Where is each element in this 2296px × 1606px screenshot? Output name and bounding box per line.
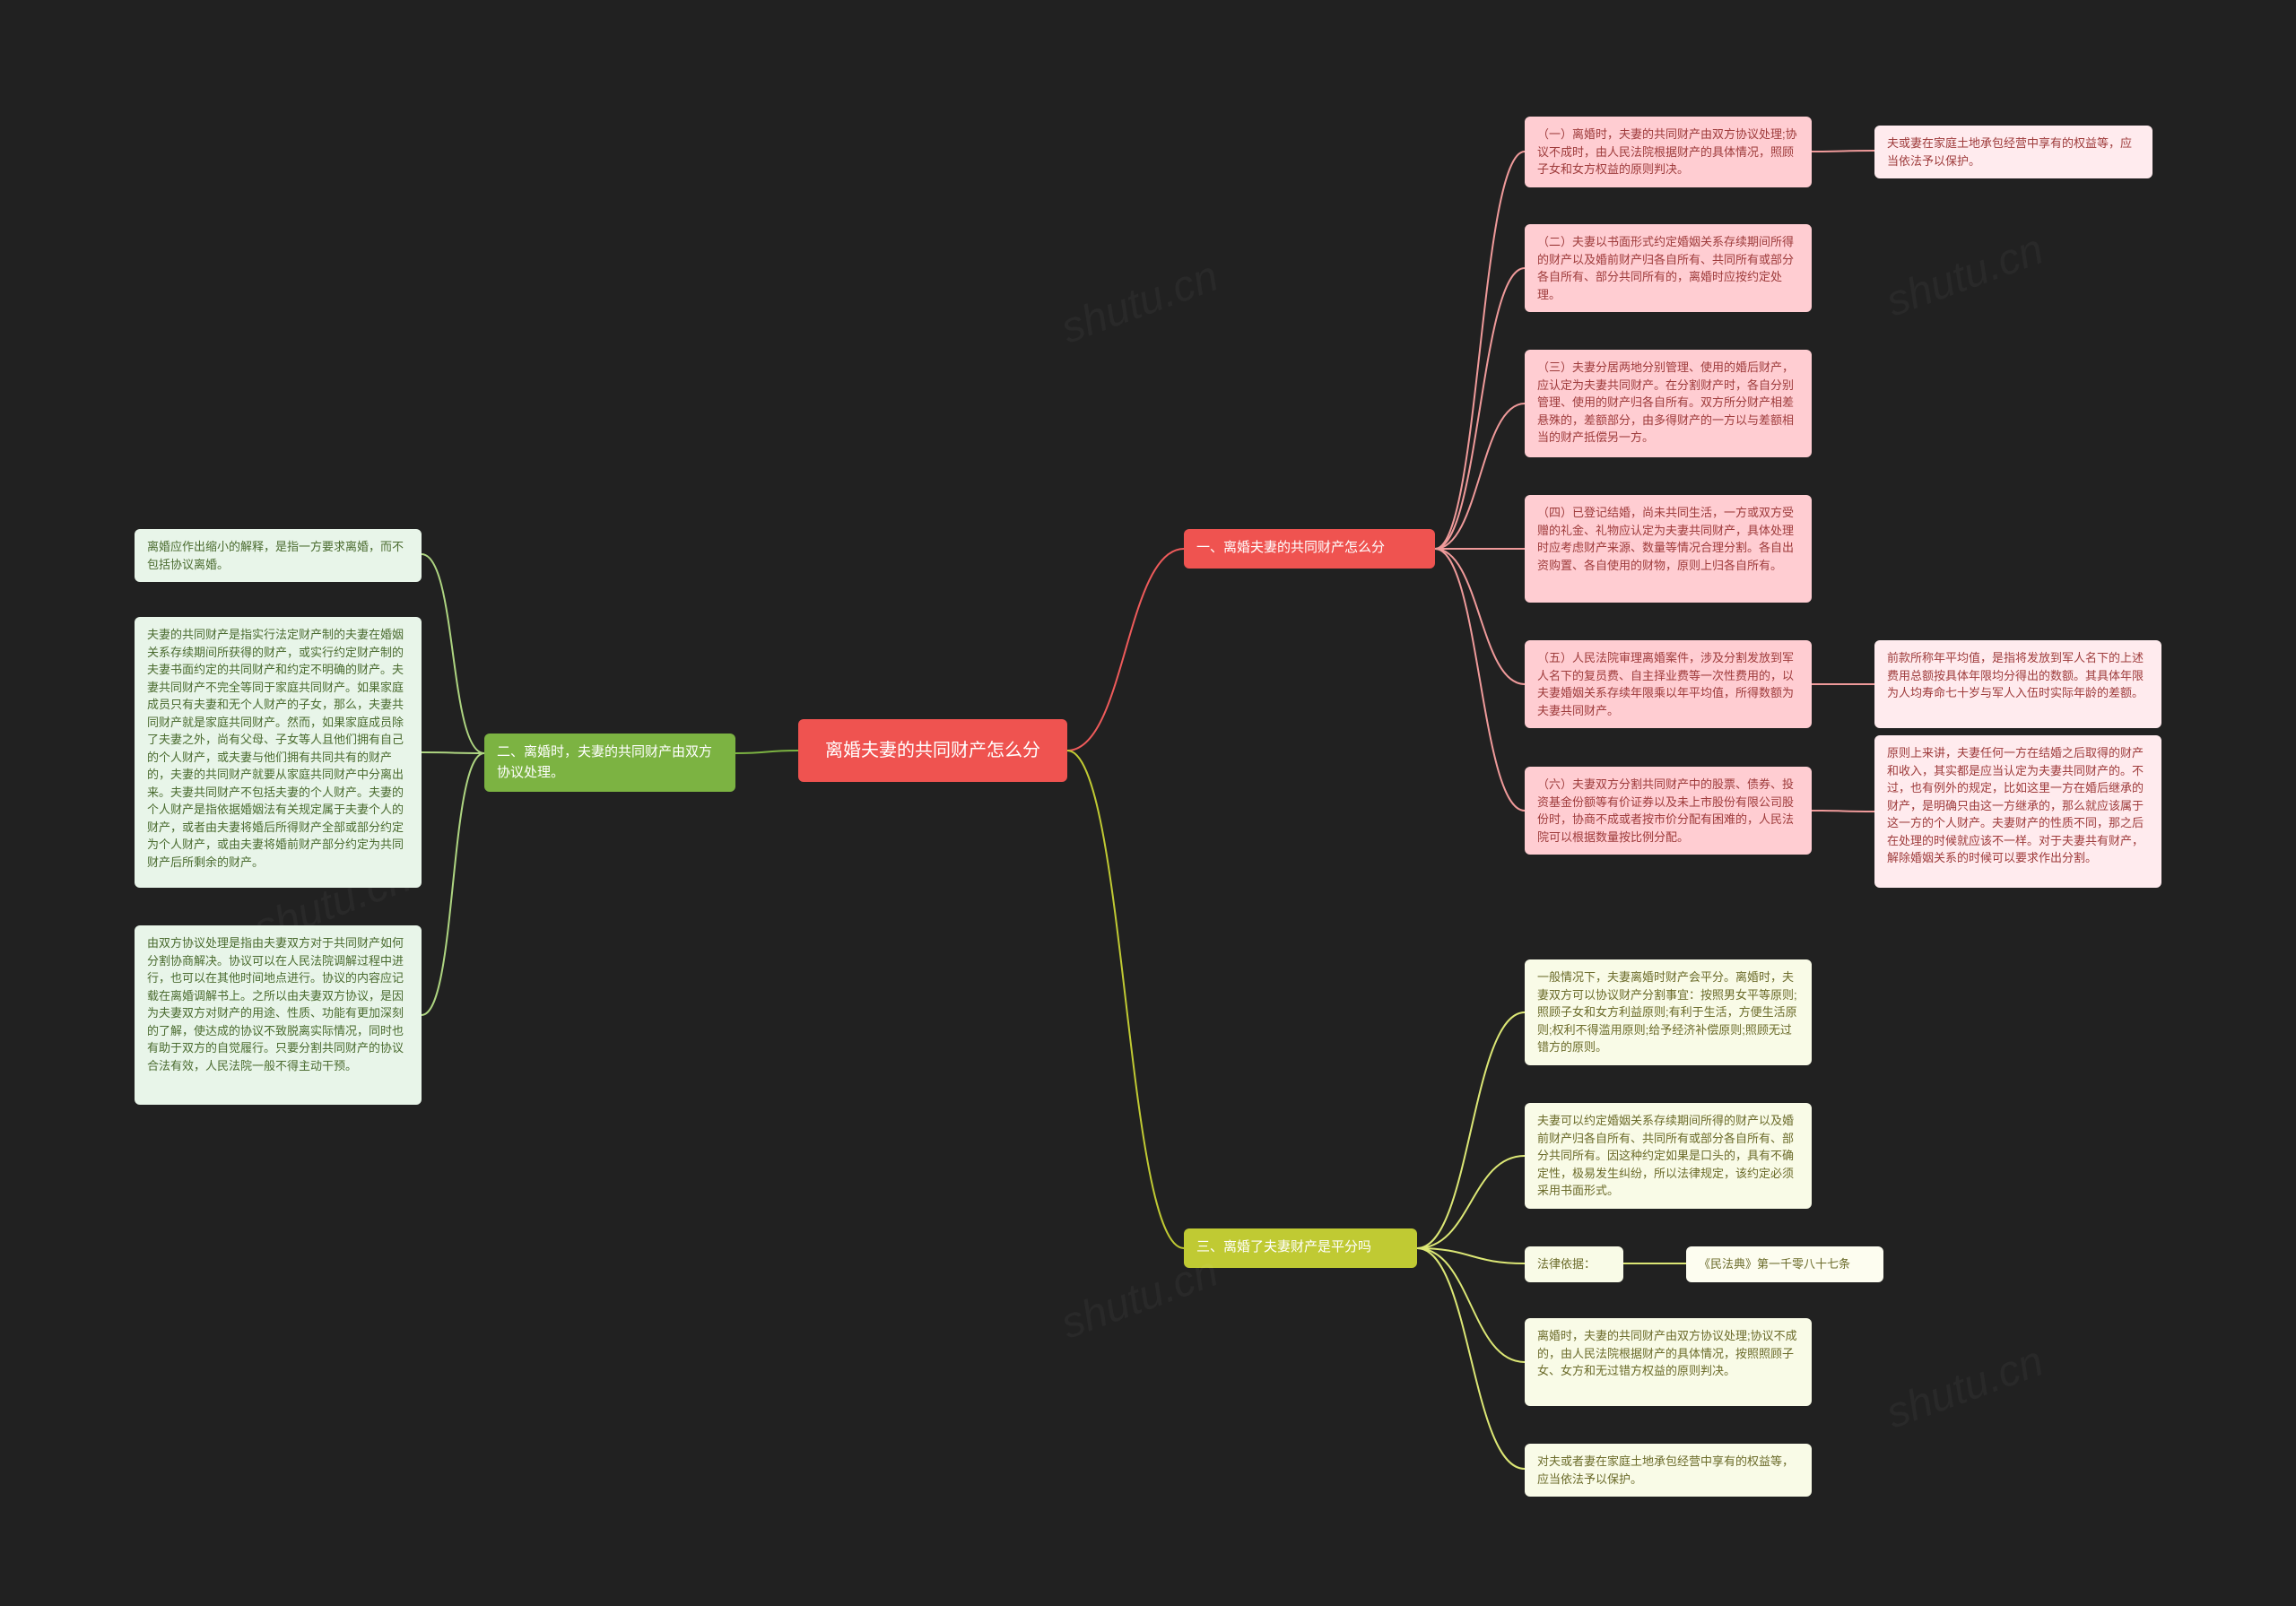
mindmap-node-b1_1[interactable]: （一）离婚时，夫妻的共同财产由双方协议处理;协议不成时，由人民法院根据财产的具体… (1525, 117, 1812, 187)
mindmap-node-b3_3_a[interactable]: 《民法典》第一千零八十七条 (1686, 1246, 1883, 1282)
mindmap-node-b2_1[interactable]: 离婚应作出缩小的解释，是指一方要求离婚，而不包括协议离婚。 (135, 529, 422, 582)
connector-b1-b1_3 (1435, 404, 1525, 549)
connector-b2-b2_1 (422, 554, 484, 753)
connector-b1-b1_2 (1435, 268, 1525, 549)
mindmap-node-b1_1_a[interactable]: 夫或妻在家庭土地承包经营中享有的权益等，应当依法予以保护。 (1874, 126, 2152, 178)
mindmap-node-b1_3[interactable]: （三）夫妻分居两地分别管理、使用的婚后财产，应认定为夫妻共同财产。在分割财产时，… (1525, 350, 1812, 457)
mindmap-node-b3_4[interactable]: 离婚时，夫妻的共同财产由双方协议处理;协议不成的，由人民法院根据财产的具体情况，… (1525, 1318, 1812, 1406)
connector-b1_6-b1_6_a (1812, 811, 1874, 812)
mindmap-node-b1[interactable]: 一、离婚夫妻的共同财产怎么分 (1184, 529, 1435, 569)
mindmap-node-b2_2[interactable]: 夫妻的共同财产是指实行法定财产制的夫妻在婚姻关系存续期间所获得的财产，或实行约定… (135, 617, 422, 888)
connector-root-b1 (1067, 549, 1184, 751)
mindmap-node-b1_4[interactable]: （四）已登记结婚，尚未共同生活，一方或双方受赠的礼金、礼物应认定为夫妻共同财产，… (1525, 495, 1812, 603)
connector-b3-b3_2 (1417, 1156, 1525, 1248)
mindmap-node-b3_5[interactable]: 对夫或者妻在家庭土地承包经营中享有的权益等，应当依法予以保护。 (1525, 1444, 1812, 1497)
watermark-text: shutu.cn (1880, 225, 2049, 327)
mindmap-node-b1_6_a[interactable]: 原则上来讲，夫妻任何一方在结婚之后取得的财产和收入，其实都是应当认定为夫妻共同财… (1874, 735, 2161, 888)
connector-b1-b1_5 (1435, 549, 1525, 684)
mindmap-node-b3_2[interactable]: 夫妻可以约定婚姻关系存续期间所得的财产以及婚前财产归各自所有、共同所有或部分各自… (1525, 1103, 1812, 1209)
connector-b1-b1_6 (1435, 549, 1525, 811)
connector-root-b2 (735, 751, 798, 753)
connector-b2-b2_3 (422, 753, 484, 1015)
connector-b3-b3_5 (1417, 1248, 1525, 1469)
connector-b1-b1_1 (1435, 152, 1525, 549)
connector-b3-b3_4 (1417, 1248, 1525, 1362)
mindmap-node-b2_3[interactable]: 由双方协议处理是指由夫妻双方对于共同财产如何分割协商解决。协议可以在人民法院调解… (135, 925, 422, 1105)
mindmap-node-b1_5_a[interactable]: 前款所称年平均值，是指将发放到军人名下的上述费用总额按具体年限均分得出的数额。其… (1874, 640, 2161, 728)
mindmap-node-b3_3[interactable]: 法律依据： (1525, 1246, 1623, 1282)
mindmap-node-b1_5[interactable]: （五）人民法院审理离婚案件，涉及分割发放到军人名下的复员费、自主择业费等一次性费… (1525, 640, 1812, 728)
connector-root-b3 (1067, 751, 1184, 1248)
watermark-text: shutu.cn (1880, 1337, 2049, 1439)
watermark-text: shutu.cn (1055, 252, 1224, 354)
connector-b3-b3_1 (1417, 1012, 1525, 1248)
connector-b3-b3_3 (1417, 1248, 1525, 1263)
connector-b1_1-b1_1_a (1812, 151, 1874, 152)
mindmap-node-b3_1[interactable]: 一般情况下，夫妻离婚时财产会平分。离婚时，夫妻双方可以协议财产分割事宜：按照男女… (1525, 959, 1812, 1065)
mindmap-node-b2[interactable]: 二、离婚时，夫妻的共同财产由双方协议处理。 (484, 734, 735, 792)
mindmap-node-b3[interactable]: 三、离婚了夫妻财产是平分吗 (1184, 1228, 1417, 1268)
mindmap-node-b1_6[interactable]: （六）夫妻双方分割共同财产中的股票、债券、投资基金份额等有价证券以及未上市股份有… (1525, 767, 1812, 855)
mindmap-node-b1_2[interactable]: （二）夫妻以书面形式约定婚姻关系存续期间所得的财产以及婚前财产归各自所有、共同所… (1525, 224, 1812, 312)
mindmap-node-root[interactable]: 离婚夫妻的共同财产怎么分 (798, 719, 1067, 782)
connector-b2-b2_2 (422, 752, 484, 753)
